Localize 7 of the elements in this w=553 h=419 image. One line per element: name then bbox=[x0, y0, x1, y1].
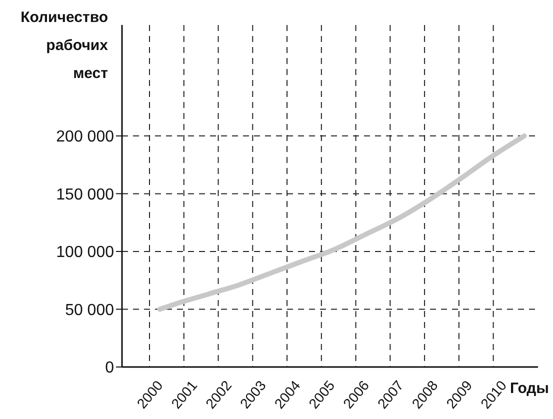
y-tick-label: 150 000 bbox=[56, 186, 114, 204]
y-tick-label: 200 000 bbox=[56, 128, 114, 146]
y-tick-label: 0 bbox=[105, 360, 114, 377]
y-tick-label: 100 000 bbox=[56, 244, 114, 262]
y-tick-label: 50 000 bbox=[65, 302, 114, 319]
y-axis-title: Количество рабочих мест bbox=[20, 8, 108, 84]
x-axis-title: Годы bbox=[510, 380, 549, 397]
